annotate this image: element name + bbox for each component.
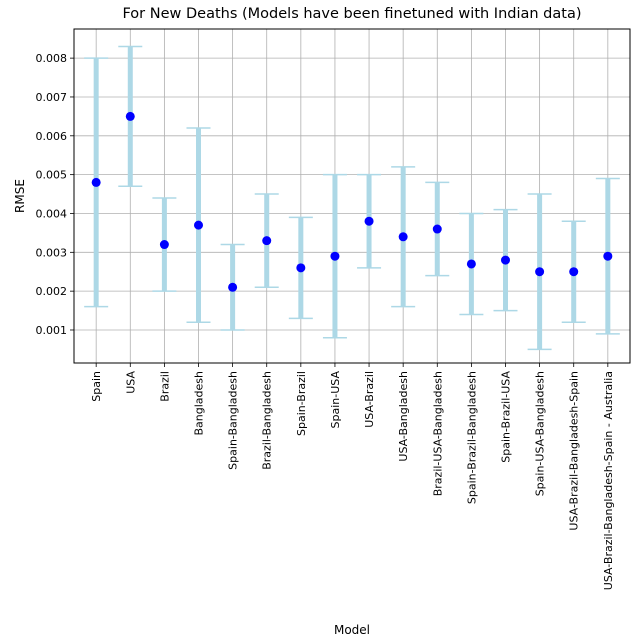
chart-title: For New Deaths (Models have been finetun… xyxy=(122,6,581,22)
y-axis-label: RMSE xyxy=(13,179,27,213)
y-tick-label: 0.003 xyxy=(36,246,68,259)
x-tick-label: Spain-Bangladesh xyxy=(227,371,240,470)
x-tick-label: Spain-USA xyxy=(329,371,342,429)
data-point xyxy=(398,232,408,242)
x-tick-label: Bangladesh xyxy=(193,371,206,436)
data-point xyxy=(159,240,169,250)
x-tick-label: Spain-Brazil xyxy=(295,371,308,436)
y-tick-label: 0.004 xyxy=(36,207,68,220)
y-tick-label: 0.006 xyxy=(36,130,68,143)
data-point xyxy=(228,282,238,292)
data-point xyxy=(296,263,306,273)
y-tick-label: 0.005 xyxy=(36,169,68,182)
x-tick-label: Brazil-USA-Bangladesh xyxy=(431,371,444,496)
y-tick-label: 0.008 xyxy=(36,52,68,65)
data-point xyxy=(500,255,510,265)
x-tick-label: Spain-Brazil-USA xyxy=(499,371,512,463)
x-tick-label: Spain-USA-Bangladesh xyxy=(534,371,547,496)
x-tick-label: USA xyxy=(124,371,137,394)
x-tick-label: USA-Brazil-Bangladesh-Spain - Australia xyxy=(602,371,615,590)
x-tick-label: USA-Brazil xyxy=(363,371,376,428)
x-tick-label: Brazil-Bangladesh xyxy=(261,371,274,470)
plot-area-frame xyxy=(73,28,631,364)
grid-layer xyxy=(74,29,630,363)
x-tick-label: USA-Bangladesh xyxy=(397,371,410,462)
y-tick-label: 0.001 xyxy=(36,324,68,337)
data-point xyxy=(330,251,340,261)
data-point xyxy=(125,111,135,121)
y-axis-ticks: 0.001 0.002 0.003 0.004 0.005 0.006 0.007 0.008 xyxy=(36,52,74,337)
data-point xyxy=(432,224,442,234)
x-tick-label: Spain-Brazil-Bangladesh xyxy=(465,371,478,504)
x-axis-ticks: Spain USA Brazil Bangladesh Spain-Bangladesh… xyxy=(90,363,615,590)
y-tick-label: 0.007 xyxy=(36,91,68,104)
y-tick-label: 0.002 xyxy=(36,285,68,298)
data-point xyxy=(194,220,204,230)
data-point xyxy=(91,177,101,187)
x-tick-label: Spain xyxy=(90,371,103,402)
data-point xyxy=(569,267,579,277)
point-layer xyxy=(91,111,613,292)
data-point xyxy=(603,251,613,261)
data-point xyxy=(364,216,374,226)
data-point xyxy=(535,267,545,277)
x-axis-label: Model xyxy=(334,623,370,637)
data-point xyxy=(262,236,272,246)
x-tick-label: USA-Brazil-Bangladesh-Spain xyxy=(568,371,581,531)
data-point xyxy=(466,259,476,269)
x-tick-label: Brazil xyxy=(158,371,171,402)
